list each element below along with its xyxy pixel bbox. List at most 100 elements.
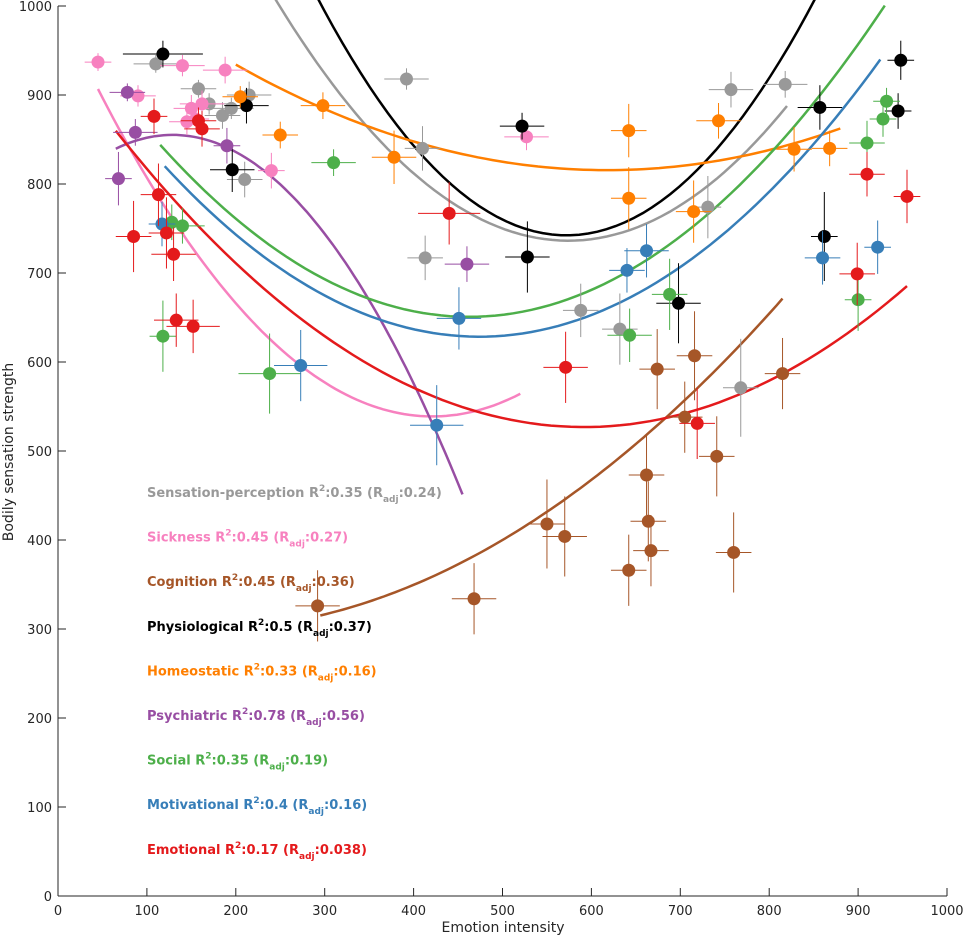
- point-marker: [787, 142, 801, 156]
- point-marker: [900, 189, 914, 203]
- data-point: [864, 220, 891, 274]
- data-point: [893, 169, 921, 224]
- point-marker: [184, 101, 198, 115]
- data-point: [610, 534, 647, 606]
- point-marker: [712, 114, 726, 128]
- data-point: [204, 102, 241, 129]
- point-marker: [663, 287, 677, 301]
- data-point: [166, 299, 220, 354]
- point-marker: [613, 322, 627, 336]
- point-marker: [622, 191, 636, 205]
- point-marker: [195, 97, 209, 111]
- legend-entry: Sensation-perception R2:0.35 (Radj:0.24): [147, 484, 442, 505]
- point-marker: [175, 219, 189, 233]
- data-point: [140, 98, 168, 135]
- point-marker: [860, 136, 874, 150]
- data-point: [300, 92, 346, 120]
- data-point: [262, 121, 299, 149]
- point-marker: [641, 514, 655, 528]
- data-point: [105, 151, 132, 206]
- data-point: [679, 387, 715, 460]
- point-marker: [880, 94, 894, 108]
- data-point: [873, 87, 900, 115]
- fit-curve-8: [114, 130, 908, 429]
- data-point: [140, 163, 177, 226]
- data-point: [696, 103, 741, 139]
- legend-entry: Social R2:0.35 (Radj:0.19): [147, 752, 328, 773]
- data-point: [839, 242, 875, 306]
- data-point: [274, 329, 328, 402]
- point-marker: [813, 100, 827, 114]
- data-point: [122, 40, 203, 68]
- data-point: [676, 311, 713, 401]
- data-point: [407, 235, 443, 281]
- point-marker: [520, 250, 534, 264]
- point-marker: [273, 128, 287, 142]
- x-tick-label: 100: [134, 904, 159, 919]
- point-marker: [294, 359, 308, 373]
- point-marker: [894, 53, 908, 67]
- data-point: [849, 151, 885, 197]
- point-marker: [467, 592, 481, 606]
- x-tick-label: 600: [579, 904, 604, 919]
- data-point: [610, 167, 647, 230]
- point-marker: [415, 141, 429, 155]
- data-point: [764, 337, 801, 410]
- data-point: [811, 130, 848, 167]
- y-tick-label: 400: [27, 534, 52, 549]
- point-marker: [823, 141, 837, 155]
- data-point: [499, 112, 545, 140]
- point-marker: [620, 263, 634, 277]
- point-marker: [238, 173, 252, 187]
- data-point: [529, 479, 565, 569]
- y-tick-label: 100: [27, 801, 52, 816]
- data-point: [295, 570, 340, 642]
- y-tick-label: 0: [44, 890, 52, 905]
- data-point: [715, 512, 752, 593]
- data-point: [602, 293, 638, 365]
- data-point: [610, 103, 647, 158]
- point-marker: [399, 72, 413, 86]
- data-point: [418, 182, 481, 245]
- point-marker: [710, 449, 724, 463]
- point-marker: [559, 360, 573, 374]
- point-marker: [195, 122, 209, 136]
- point-marker: [147, 109, 161, 123]
- fit-curve-1: [96, 88, 521, 418]
- point-marker: [724, 83, 738, 97]
- legend-entry: Physiological R2:0.5 (Radj:0.37): [147, 618, 372, 639]
- data-point: [708, 71, 754, 108]
- point-marker: [311, 599, 325, 613]
- data-point: [675, 180, 712, 243]
- data-point: [113, 119, 158, 146]
- point-marker: [215, 108, 229, 122]
- point-marker: [387, 150, 401, 164]
- data-point: [202, 56, 248, 84]
- data-point: [884, 93, 912, 129]
- data-point: [160, 54, 205, 77]
- x-tick-label: 800: [757, 904, 782, 919]
- data-point: [84, 53, 112, 71]
- data-point: [656, 263, 701, 344]
- axes: 0 100 200 300 400 500 600 700 800 900 1000 0 100 200 3…: [19, 0, 964, 919]
- point-marker: [778, 77, 792, 91]
- data-point: [776, 127, 812, 172]
- data-points: [84, 40, 921, 642]
- legend-entry: Sickness R2:0.45 (Radj:0.27): [147, 529, 348, 550]
- y-tick-label: 700: [27, 267, 52, 282]
- data-point: [607, 308, 652, 362]
- point-marker: [688, 349, 702, 363]
- data-point: [384, 68, 429, 90]
- point-marker: [127, 230, 141, 244]
- x-tick-label: 1000: [930, 904, 963, 919]
- y-tick-label: 300: [27, 623, 52, 638]
- point-marker: [640, 468, 654, 482]
- point-marker: [776, 367, 790, 381]
- data-point: [505, 221, 550, 293]
- point-marker: [876, 112, 890, 126]
- y-tick-label: 500: [27, 445, 52, 460]
- legend-entry: Homeostatic R2:0.33 (Radj:0.16): [147, 662, 377, 683]
- y-tick-label: 600: [27, 356, 52, 371]
- data-point: [115, 200, 152, 273]
- data-point: [810, 192, 838, 282]
